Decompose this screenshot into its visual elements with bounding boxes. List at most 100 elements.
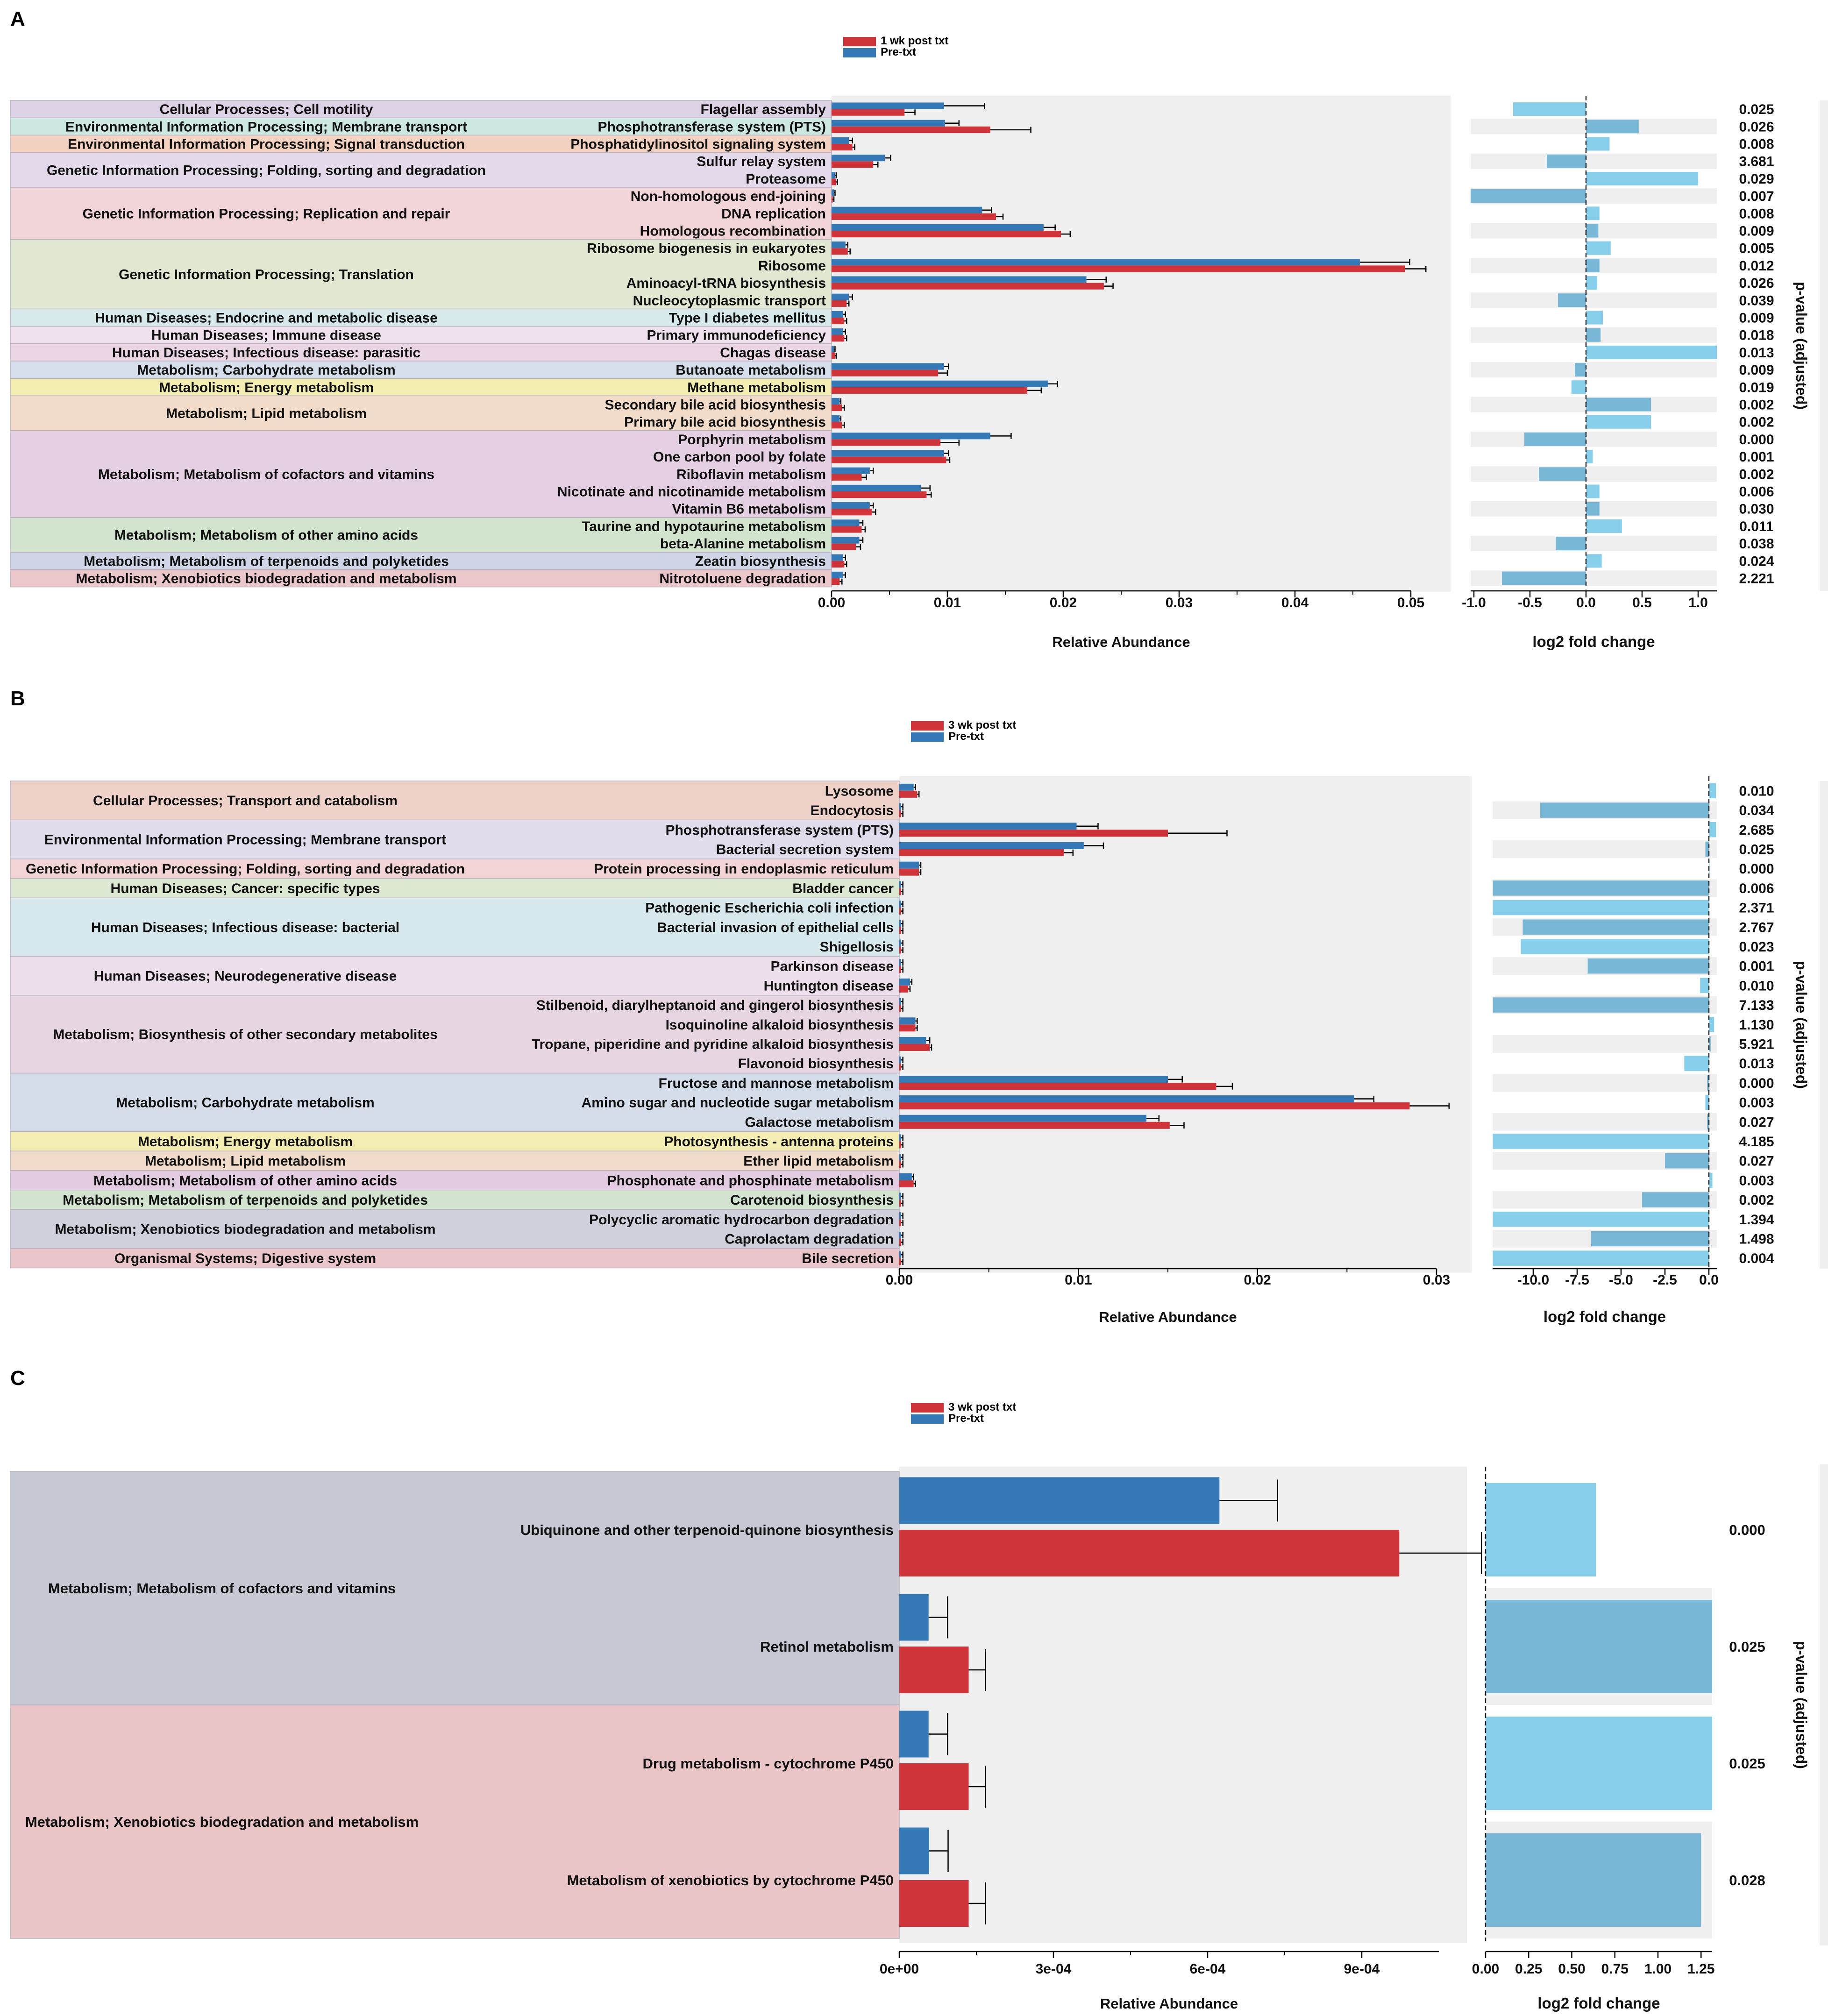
fold-change-bar xyxy=(1558,293,1586,307)
p-value: 0.026 xyxy=(1739,276,1774,291)
group-label: Cellular Processes; Cell motility xyxy=(160,102,373,117)
group-band xyxy=(10,430,832,518)
bar-pre-txt xyxy=(832,450,944,457)
category-label: One carbon pool by folate xyxy=(653,449,826,465)
bar-pre-txt xyxy=(899,901,901,908)
p-value: 0.009 xyxy=(1739,362,1774,378)
p-value: 4.185 xyxy=(1739,1134,1774,1150)
p-value: 0.018 xyxy=(1739,328,1774,343)
group-label: Human Diseases; Immune disease xyxy=(151,328,381,343)
category-label: Taurine and hypotaurine metabolism xyxy=(582,519,826,534)
fold-change-bar xyxy=(1586,519,1622,533)
p-value: 1.130 xyxy=(1739,1017,1774,1033)
fc-tick-label: 0.50 xyxy=(1558,1961,1585,1977)
category-label: Amino sugar and nucleotide sugar metabol… xyxy=(582,1095,894,1111)
side-strip xyxy=(1820,781,1828,1269)
category-label: Nucleocytoplasmic transport xyxy=(633,293,826,308)
category-label: Metabolism of xenobiotics by cytochrome … xyxy=(567,1872,894,1888)
bar-pre-txt xyxy=(899,861,919,869)
fold-change-bar xyxy=(1709,1036,1711,1052)
panel-label: A xyxy=(10,7,25,30)
x-tick-label: 0.02 xyxy=(1244,1272,1271,1288)
group-band xyxy=(10,1189,900,1210)
fold-change-bar xyxy=(1493,1250,1709,1266)
fold-change-bar xyxy=(1586,276,1597,290)
bar-pre-txt xyxy=(899,1827,929,1874)
fc-tick-label: 0.0 xyxy=(1699,1272,1719,1288)
p-value: 0.026 xyxy=(1739,119,1774,135)
category-label: DNA replication xyxy=(721,206,826,221)
category-label: Nicotinate and nicotinamide metabolism xyxy=(557,484,826,500)
fold-change-bar xyxy=(1486,1600,1712,1693)
bar-post-txt xyxy=(832,369,939,376)
fc-axis-title: log2 fold change xyxy=(1537,1995,1660,2012)
group-band xyxy=(10,187,832,240)
p-value: 0.027 xyxy=(1739,1154,1774,1169)
bar-pre-txt xyxy=(899,1095,1354,1103)
category-label: Polycyclic aromatic hydrocarbon degradat… xyxy=(589,1212,894,1228)
bar-post-txt xyxy=(832,474,862,481)
fc-tick-label: -1.0 xyxy=(1462,595,1486,610)
group-label: Metabolism; Xenobiotics biodegradation a… xyxy=(76,571,456,587)
bar-pre-txt xyxy=(832,206,982,213)
fold-change-bar xyxy=(1486,1833,1701,1927)
p-value: 0.006 xyxy=(1739,881,1774,896)
fold-change-bar xyxy=(1522,919,1709,935)
p-value: 0.024 xyxy=(1739,554,1774,569)
category-label: Phosphotransferase system (PTS) xyxy=(666,823,894,838)
p-value: 0.007 xyxy=(1739,189,1774,204)
group-band xyxy=(10,1131,900,1152)
x-tick-label: 0.02 xyxy=(1050,595,1077,610)
bar-pre-txt xyxy=(832,241,846,248)
category-label: Drug metabolism - cytochrome P450 xyxy=(643,1755,894,1772)
legend-swatch xyxy=(843,37,876,46)
fold-change-bar xyxy=(1586,258,1600,272)
group-band xyxy=(10,878,900,898)
p-value: 0.013 xyxy=(1739,345,1774,361)
category-label: Bile secretion xyxy=(802,1251,894,1266)
legend-label: 1 wk post txt xyxy=(881,35,948,47)
group-label: Metabolism; Xenobiotics biodegradation a… xyxy=(55,1222,435,1237)
category-label: Pathogenic Escherichia coli infection xyxy=(645,901,894,916)
fold-change-bar xyxy=(1547,154,1586,168)
group-label: Genetic Information Processing; Translat… xyxy=(119,267,414,283)
fc-tick-label: 0.00 xyxy=(1472,1961,1499,1977)
bar-pre-txt xyxy=(832,571,843,578)
p-value: 0.010 xyxy=(1739,783,1774,799)
bar-pre-txt xyxy=(832,189,834,196)
p-value: 0.004 xyxy=(1739,1251,1774,1266)
group-band xyxy=(10,1471,900,1705)
bar-pre-txt xyxy=(899,1114,1146,1122)
group-band xyxy=(10,819,900,859)
p-value: 1.394 xyxy=(1739,1212,1774,1228)
fold-change-bar xyxy=(1521,939,1709,954)
group-label: Metabolism; Metabolism of other amino ac… xyxy=(93,1173,397,1188)
p-value: 0.003 xyxy=(1739,1095,1774,1111)
bar-post-txt xyxy=(899,1647,969,1693)
x-tick-label: 0.01 xyxy=(934,595,961,610)
p-value: 0.008 xyxy=(1739,206,1774,221)
fold-change-bar xyxy=(1586,137,1610,151)
bar-pre-txt xyxy=(899,1251,901,1258)
category-label: Tropane, piperidine and pyridine alkaloi… xyxy=(532,1036,894,1052)
side-strip xyxy=(1820,1464,1828,1945)
category-label: Protein processing in endoplasmic reticu… xyxy=(594,861,894,877)
fold-change-bar xyxy=(1493,880,1709,896)
group-band xyxy=(10,994,900,1074)
p-value: 0.023 xyxy=(1739,939,1774,955)
bar-pre-txt xyxy=(899,1193,901,1200)
category-label: Vitamin B6 metabolism xyxy=(672,502,826,517)
fold-change-bar xyxy=(1586,311,1603,325)
legend-swatch xyxy=(911,721,944,731)
p-value: 0.002 xyxy=(1739,398,1774,413)
fold-change-bar xyxy=(1513,102,1586,116)
fc-tick-label: -7.5 xyxy=(1565,1272,1589,1288)
p-value: 2.221 xyxy=(1739,571,1774,587)
legend-swatch xyxy=(911,1403,944,1413)
p-value: 0.012 xyxy=(1739,258,1774,274)
fc-tick-label: 1.00 xyxy=(1644,1961,1672,1977)
